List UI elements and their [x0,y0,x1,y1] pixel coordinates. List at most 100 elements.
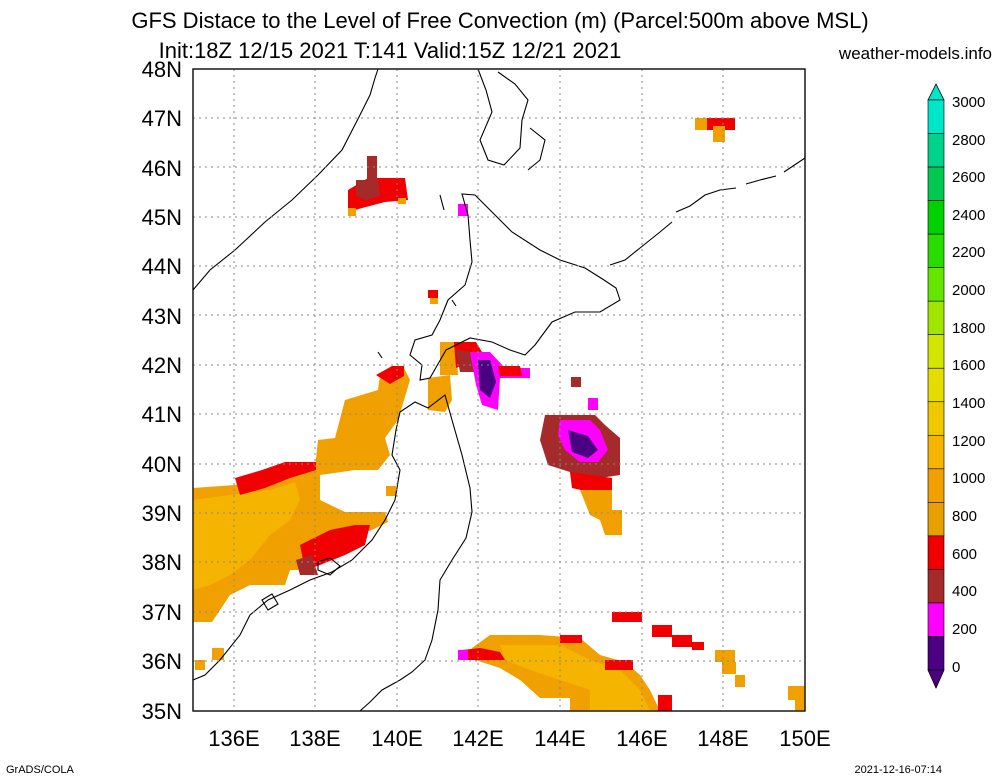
field-cell [458,204,468,216]
colorbar-label: 3000 [952,94,985,111]
field-cell [398,198,406,204]
colorbar-cell [927,502,945,537]
colorbar-label: 0 [952,659,960,676]
colorbar: 3000 2800 2600 2400 2200 2000 1800 1600 … [927,83,985,689]
field-cell [795,700,805,711]
field-cell [722,662,736,674]
colorbar-bottom-arrow [927,669,945,689]
chart-subtitle: Init:18Z 12/15 2021 T:141 Valid:15Z 12/2… [158,38,622,63]
colorbar-label: 400 [952,583,977,600]
field-cell [692,642,704,650]
field-area-red-south [300,525,370,570]
lat-tick-label: 47N [142,106,182,131]
lat-tick-label: 38N [142,550,182,575]
coast-oki [261,593,279,611]
colorbar-cell [927,602,945,637]
colorbar-cell [927,636,945,671]
colorbar-label: 600 [952,546,977,563]
lat-tick-label: 46N [142,156,182,181]
lat-tick-label: 44N [142,254,182,279]
coast-sakhalin [477,68,546,171]
colorbar-label: 1000 [952,470,985,487]
field-cell [658,695,672,711]
colorbar-cell [927,267,945,302]
colorbar-label: 1800 [952,320,985,337]
colorbar-cells [927,99,945,671]
chart-title: GFS Distace to the Level of Free Convect… [131,8,869,33]
field-cell [788,686,805,700]
field-cell [652,625,672,637]
field-cell [588,398,598,410]
colorbar-label: 1600 [952,357,985,374]
lat-tick-label: 45N [142,205,182,230]
lat-axis: 48N 47N 46N 45N 44N 43N 42N 41N 40N 39N … [142,57,182,724]
colorbar-cell [927,401,945,436]
lon-axis: 136E 138E 140E 142E 144E 146E 148E 150E [208,726,830,751]
field-area-sanriku-purple [568,430,598,458]
colorbar-cell [927,200,945,235]
field-area-japan-sea-light [193,482,300,590]
lon-tick-label: 140E [371,726,422,751]
colorbar-label: 2000 [952,282,985,299]
field-cell [605,660,633,670]
field-cell [672,635,692,647]
field-cell [571,377,581,387]
field-cell [348,208,356,216]
lon-tick-label: 144E [534,726,585,751]
lat-tick-label: 37N [142,600,182,625]
coast-small-islands [377,194,457,359]
field-area-hokkaido-purple [478,360,496,398]
colorbar-label: 2800 [952,132,985,149]
field-cell [428,290,438,298]
colorbar-label: 200 [952,621,977,638]
colorbar-cell [927,367,945,403]
lat-tick-label: 40N [142,452,182,477]
field-cell [367,156,377,180]
colorbar-cell [927,233,945,268]
lon-tick-label: 138E [289,726,340,751]
footer-software: GrADS/COLA [6,764,74,776]
colorbar-cell [927,434,945,470]
colorbar-cell [927,334,945,369]
lat-tick-label: 35N [142,699,182,724]
colorbar-label: 1400 [952,395,985,412]
colorbar-label: 800 [952,508,977,525]
source-credit: weather-models.info [838,44,992,63]
coast-kurils [609,157,806,266]
colorbar-label: 2200 [952,244,985,261]
coast-sado [317,557,341,576]
lat-tick-label: 41N [142,402,182,427]
field-cell [458,650,468,660]
field-area-oshima [440,342,458,375]
colorbar-label: 2400 [952,207,985,224]
lat-tick-label: 42N [142,353,182,378]
field-cell [430,298,438,304]
colorbar-cell [927,569,945,604]
colorbar-cell [927,468,945,503]
colorbar-top-arrow [927,83,945,101]
field-cell [735,675,745,687]
lat-tick-label: 43N [142,304,182,329]
lon-tick-label: 150E [779,726,830,751]
field-area-sakhalin-west-brown [356,180,380,200]
lon-tick-label: 148E [697,726,748,751]
field-cell [386,486,396,496]
coast-hokkaido [409,193,621,381]
field-cell [612,612,642,622]
footer-timestamp: 2021-12-16-07:14 [854,764,942,776]
lon-tick-label: 146E [616,726,667,751]
plot-border [192,68,806,712]
field-cell [715,650,735,662]
colorbar-cell [927,99,945,134]
field-cell [212,648,224,660]
convection-field [193,118,805,711]
coast-asia [192,68,379,291]
field-area-red-band [235,462,316,495]
colorbar-labels: 3000 2800 2600 2400 2200 2000 1800 1600 … [952,94,985,676]
field-area-south-band-light [500,645,650,711]
grid [193,69,805,711]
field-area-south-red [462,648,505,660]
lon-tick-label: 142E [452,726,503,751]
colorbar-cell [927,133,945,168]
